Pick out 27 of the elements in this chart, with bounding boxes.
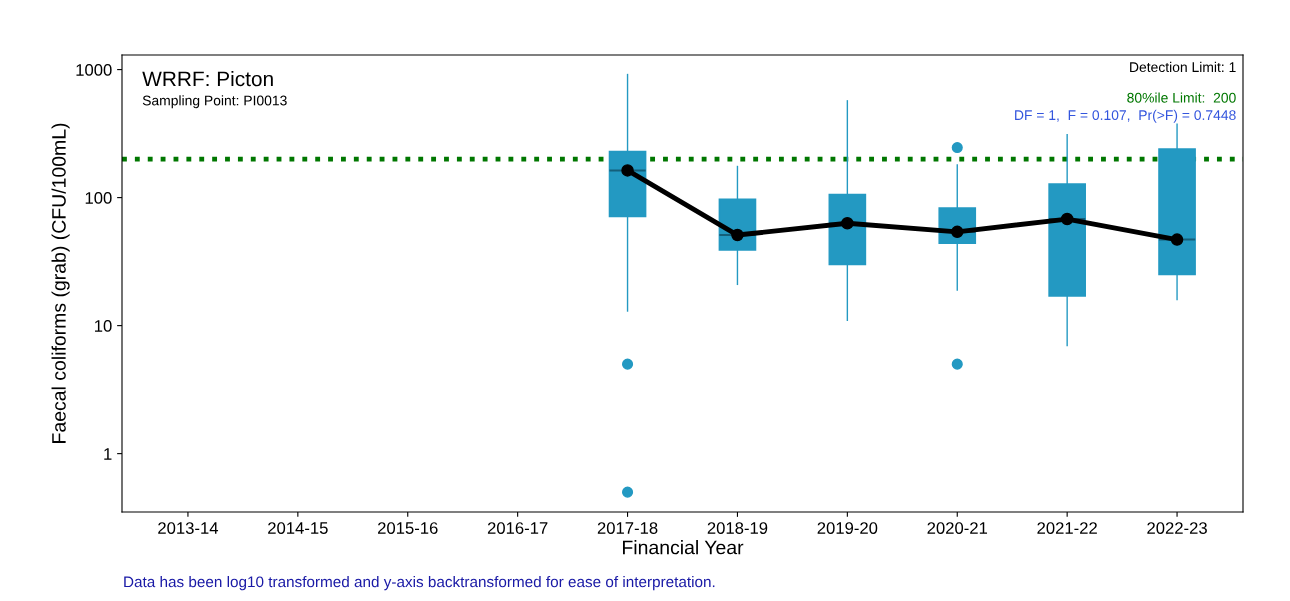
y-tick-label: 1 (104, 448, 112, 460)
point (841, 217, 854, 230)
x-tick-label: 2018-19 (707, 522, 768, 534)
annotation: DF = 1, F = 0.107, Pr(>F) = 0.7448 (1015, 109, 1236, 123)
y-tick-label: 10 (95, 320, 112, 332)
y-tick-label: 1000 (76, 63, 112, 76)
x-tick-label: 2013-14 (158, 522, 219, 534)
point (621, 164, 634, 177)
x-tick-label: 2021-22 (1037, 522, 1097, 534)
x-tick-label: 2017-18 (597, 522, 658, 534)
y-axis-title: Faecal coliforms (grab) (CFU/100mL) (51, 123, 70, 443)
text: Data has been log10 transformed and y-axis backtransformed for ease of interpretation. (124, 576, 715, 591)
annotation: Detection Limit: 1 (1130, 61, 1236, 73)
x-tick-label: 2020-21 (927, 522, 988, 534)
ref-line-label: 80%ile Limit: 200 (1127, 92, 1236, 103)
x-axis-title: Financial Year (623, 540, 744, 555)
text: WRRF: Picton (142, 71, 273, 87)
text: Sampling Point: PI0013 (142, 95, 287, 109)
x-tick-label: 2014-15 (268, 522, 328, 534)
point (1170, 233, 1184, 246)
y-tick-label: 100 (85, 192, 112, 204)
x-tick-label: 2022-23 (1147, 522, 1207, 534)
point (731, 228, 744, 242)
x-tick-label: 2019-20 (817, 522, 878, 534)
x-tick-label: 2016-17 (487, 522, 548, 534)
x-tick-label: 2015-16 (378, 522, 438, 534)
point (1060, 212, 1074, 226)
